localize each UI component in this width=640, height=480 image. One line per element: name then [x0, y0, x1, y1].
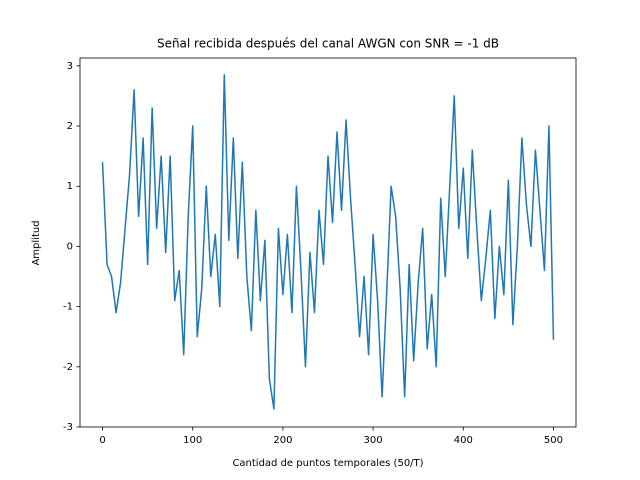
y-tick-label: 0 — [67, 241, 73, 252]
x-tick-label: 300 — [364, 435, 383, 446]
x-axis-label: Cantidad de puntos temporales (50/T) — [232, 458, 423, 469]
x-tick-label: 500 — [544, 435, 563, 446]
y-tick-label: -3 — [63, 422, 73, 433]
x-tick-label: 0 — [99, 435, 105, 446]
y-tick-label: -2 — [63, 362, 73, 373]
y-tick-label: 1 — [67, 181, 73, 192]
y-tick-label: -1 — [63, 302, 73, 313]
line-series — [101, 74, 555, 410]
axes-frame — [79, 57, 577, 428]
x-tick-label: 400 — [454, 435, 473, 446]
chart-title: Señal recibida después del canal AWGN co… — [157, 37, 499, 51]
x-tick-label: 100 — [183, 435, 202, 446]
y-tick-label: 2 — [67, 121, 73, 132]
x-tick-label: 200 — [273, 435, 292, 446]
y-tick-label: 3 — [67, 61, 73, 72]
y-axis-label: Amplitud — [31, 220, 42, 265]
